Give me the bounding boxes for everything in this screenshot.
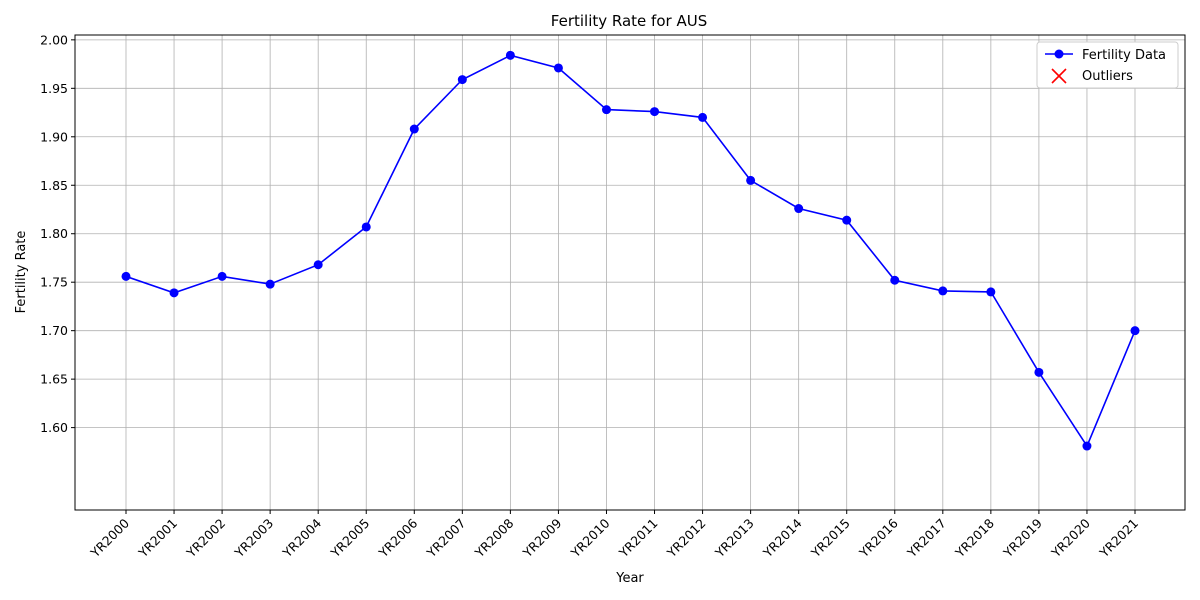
legend-label-outliers: Outliers: [1082, 69, 1133, 84]
legend-marker-icon: [1054, 49, 1064, 59]
x-tick-label: YR2003: [231, 516, 276, 561]
x-tick-label: YR2008: [471, 515, 516, 560]
x-tick-label: YR2018: [952, 515, 997, 560]
x-tick-label: YR2010: [567, 515, 612, 560]
data-point: [121, 271, 131, 281]
data-point: [553, 63, 563, 73]
x-tick-label: YR2017: [904, 516, 949, 561]
y-tick-label: 1.65: [40, 372, 68, 387]
x-tick-label: YR2007: [423, 516, 468, 561]
data-point: [409, 124, 419, 134]
x-tick-label: YR2006: [375, 515, 420, 560]
x-tick-label: YR2005: [327, 516, 372, 561]
x-tick-label: YR2021: [1096, 516, 1141, 561]
x-tick-label: YR2016: [856, 515, 901, 560]
data-point: [169, 288, 179, 298]
x-tick-label: YR2004: [279, 515, 324, 560]
data-point: [601, 105, 611, 115]
data-point: [457, 75, 467, 85]
plot-area: [74, 34, 1186, 511]
x-tick-label: YR2000: [87, 515, 132, 560]
series-line: [125, 54, 1136, 448]
data-point: [217, 271, 227, 281]
data-point: [1130, 326, 1140, 336]
y-tick-label: 1.70: [40, 323, 68, 338]
x-tick-label: YR2015: [807, 516, 852, 561]
x-tick-label: YR2001: [135, 516, 180, 561]
x-axis-label: Year: [615, 571, 644, 586]
grid: [75, 35, 1185, 510]
data-point: [650, 107, 660, 117]
y-tick-label: 2.00: [40, 32, 68, 47]
data-point: [1082, 441, 1092, 451]
data-point: [938, 286, 948, 296]
x-tick-label: YR2009: [519, 515, 564, 560]
legend: Fertility Data Outliers: [1036, 41, 1179, 89]
y-tick-label: 1.90: [40, 129, 68, 144]
legend-outlier-x-icon: [1051, 68, 1067, 84]
chart-title: Fertility Rate for AUS: [551, 12, 707, 30]
x-tick-label: YR2012: [663, 516, 708, 561]
data-point: [842, 215, 852, 225]
x-tick-label: YR2011: [615, 516, 660, 561]
data-point: [794, 204, 804, 214]
x-tick-label: YR2002: [183, 516, 228, 561]
legend-label-fertility: Fertility Data: [1082, 48, 1166, 63]
x-tick-label: YR2013: [711, 516, 756, 561]
y-tick-label: 1.85: [40, 178, 68, 193]
y-tick-label: 1.75: [40, 275, 68, 290]
data-point: [698, 112, 708, 122]
x-axis: YR2000 YR2001 YR2002 YR2003 YR2004 YR2005 YR20…: [87, 510, 1141, 561]
data-point: [265, 279, 275, 289]
y-tick-label: 1.80: [40, 226, 68, 241]
data-point: [986, 287, 996, 297]
y-tick-label: 1.95: [40, 81, 68, 96]
x-tick-label: YR2019: [1000, 515, 1045, 560]
x-tick-label: YR2014: [759, 515, 804, 560]
y-axis: 1.60 1.65 1.70 1.75 1.80 1.85 1.90 1.95 2.00: [40, 32, 75, 435]
data-point: [505, 50, 515, 60]
y-tick-label: 1.60: [40, 420, 68, 435]
data-point: [746, 175, 756, 185]
x-tick-label: YR2020: [1048, 515, 1093, 560]
y-axis-label: Fertility Rate: [14, 231, 29, 314]
data-point: [1034, 367, 1044, 377]
data-point: [890, 275, 900, 285]
data-point: [313, 260, 323, 270]
data-point: [361, 222, 371, 232]
data-points: [121, 50, 1140, 451]
